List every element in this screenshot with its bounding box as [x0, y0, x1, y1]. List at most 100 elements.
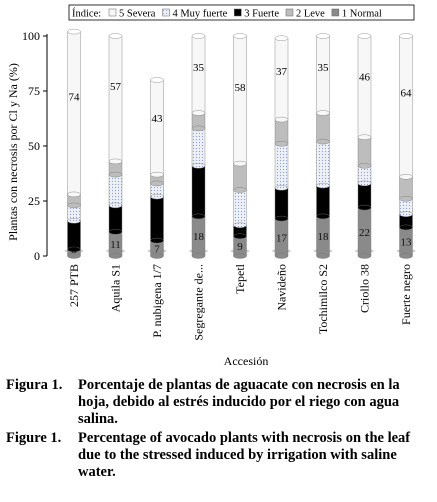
caption-label: Figure 1.	[6, 430, 62, 446]
data-labels: 3 74 11 57 7 43 18 35 9 58 17 37 18 35 22 46 13 64	[69, 62, 413, 256]
data-label-severa: 58	[235, 82, 247, 94]
bar-segment-5-severa	[108, 35, 123, 162]
bar-segment-edge	[357, 180, 372, 187]
x-tick-label: Aquila S1	[109, 264, 123, 312]
bar-top-cap	[357, 33, 372, 39]
x-tick-label: Fuerte negro	[399, 264, 413, 325]
data-label-severa: 46	[359, 71, 371, 83]
bar-top-cap	[316, 33, 330, 39]
data-label-normal: 3	[71, 244, 77, 256]
bar-segment-3-fuerte	[108, 205, 123, 232]
legend-label: 5 Severa	[119, 9, 156, 20]
bar-segment-edge	[67, 218, 81, 224]
bar-segment-edge	[357, 163, 372, 169]
bar-segment-edge	[191, 125, 206, 132]
data-label-normal: 9	[237, 241, 243, 253]
bar-segment-edge	[233, 187, 247, 193]
x-tick-label: P. nubigena 1/7	[150, 264, 164, 338]
data-label-normal: 22	[359, 227, 370, 239]
bar-top-cap	[399, 33, 413, 39]
bar-segment-edge	[233, 222, 247, 228]
bar-top-cap	[191, 33, 206, 39]
bar-segment-edge	[357, 253, 372, 259]
x-tick-label: Segregante de...	[192, 264, 206, 341]
bar-segment-edge	[316, 182, 330, 189]
caption-spanish: Figura 1. Porcentaje de plantas de aguac…	[6, 377, 434, 428]
data-label-normal: 11	[110, 239, 121, 251]
data-label-normal: 7	[154, 243, 160, 255]
bar-top-cap	[150, 77, 164, 83]
figure-captions: Figura 1. Porcentaje de plantas de aguac…	[6, 377, 434, 481]
bar-segment-edge	[108, 171, 123, 178]
bar-segment-edge	[316, 253, 330, 259]
bar-segment-edge	[274, 253, 289, 259]
legend-label: 3 Fuerte	[244, 9, 279, 20]
bar-segment-edge	[150, 193, 164, 200]
bars	[64, 28, 416, 259]
bar-segment-edge	[67, 191, 81, 198]
legend-swatch	[162, 8, 170, 17]
axes: 0 25 50 75 100 Plantas con necrosis por Cl y …	[6, 29, 413, 368]
caption-english: Figure 1. Percentage of avocado plants w…	[6, 430, 434, 481]
legend-swatch	[108, 8, 117, 17]
bar-segment-2-leve	[233, 163, 247, 191]
legend-swatch	[285, 8, 294, 17]
bar-segment-edge	[191, 213, 206, 220]
bar-segment-5-severa	[274, 38, 289, 120]
bar-top-cap	[233, 33, 247, 39]
bar-segment-3-fuerte	[357, 183, 372, 208]
bar-segment-edge	[150, 237, 164, 244]
bar-segment-edge	[67, 246, 81, 253]
bar-segment-4-muy-fuerte	[274, 143, 289, 189]
legend-label: 4 Muy fuerte	[172, 9, 227, 20]
bar-segment-edge	[274, 215, 289, 222]
legend-label: 2 Leve	[296, 9, 325, 20]
y-tick-label: 25	[28, 194, 40, 208]
bar-segment-4-muy-fuerte	[191, 128, 206, 166]
bar-segment-5-severa	[67, 31, 81, 195]
bar-segment-3-fuerte	[316, 185, 330, 217]
bar-segment-edge	[274, 141, 289, 147]
bar-segment-5-severa	[233, 35, 247, 164]
x-tick-label: Criollo 38	[358, 264, 372, 313]
caption-text: Porcentaje de plantas de aguacate con ne…	[78, 377, 400, 427]
bar-segment-edge	[357, 204, 372, 211]
bar-segment-2-leve	[357, 136, 372, 166]
bar-segment-edge	[67, 253, 81, 259]
data-label-severa: 74	[69, 92, 81, 104]
bar-segment-3-fuerte	[274, 187, 289, 219]
bar-segment-edge	[108, 253, 123, 259]
bar-segment-edge	[399, 174, 413, 180]
data-label-normal: 13	[401, 237, 413, 249]
bar-segment-edge	[67, 202, 81, 209]
bar-segment-edge	[108, 229, 123, 235]
bar-segment-3-fuerte	[150, 196, 164, 241]
bar-segment-edge	[274, 185, 289, 191]
data-label-normal: 18	[193, 231, 205, 243]
data-label-severa: 35	[193, 62, 205, 74]
bar-top-cap	[274, 35, 289, 41]
bar-top-cap	[108, 33, 123, 39]
bar-segment-edge	[233, 233, 247, 239]
bar-segment-4-muy-fuerte	[108, 174, 123, 206]
bar-segment-edge	[399, 224, 413, 231]
x-tick-label: Tepetl	[233, 263, 247, 293]
stacked-bar-chart: Índice: 5 Severa 4 Muy fuerte 3 Fuerte 2 Lev…	[6, 4, 416, 368]
bar-segment-3-fuerte	[191, 165, 206, 217]
bar-segment-2-leve	[274, 119, 289, 144]
bar-segment-4-muy-fuerte	[233, 189, 247, 226]
bar-segment-edge	[233, 160, 247, 167]
legend-label: 1 Normal	[342, 9, 382, 20]
legend-title: Índice:	[72, 8, 101, 20]
x-tick-label: 257 PTB	[67, 264, 81, 307]
bar-segment-edge	[108, 158, 123, 165]
y-tick-label: 100	[22, 29, 40, 43]
bar-segment-edge	[316, 213, 330, 220]
bar-segment-edge	[399, 211, 413, 217]
y-tick-label: 75	[28, 84, 40, 98]
y-tick-label: 50	[28, 139, 40, 153]
bar-segment-edge	[316, 110, 330, 116]
bar-segment-5-severa	[150, 79, 164, 175]
legend-swatch	[331, 8, 340, 17]
data-label-normal: 17	[276, 232, 288, 244]
